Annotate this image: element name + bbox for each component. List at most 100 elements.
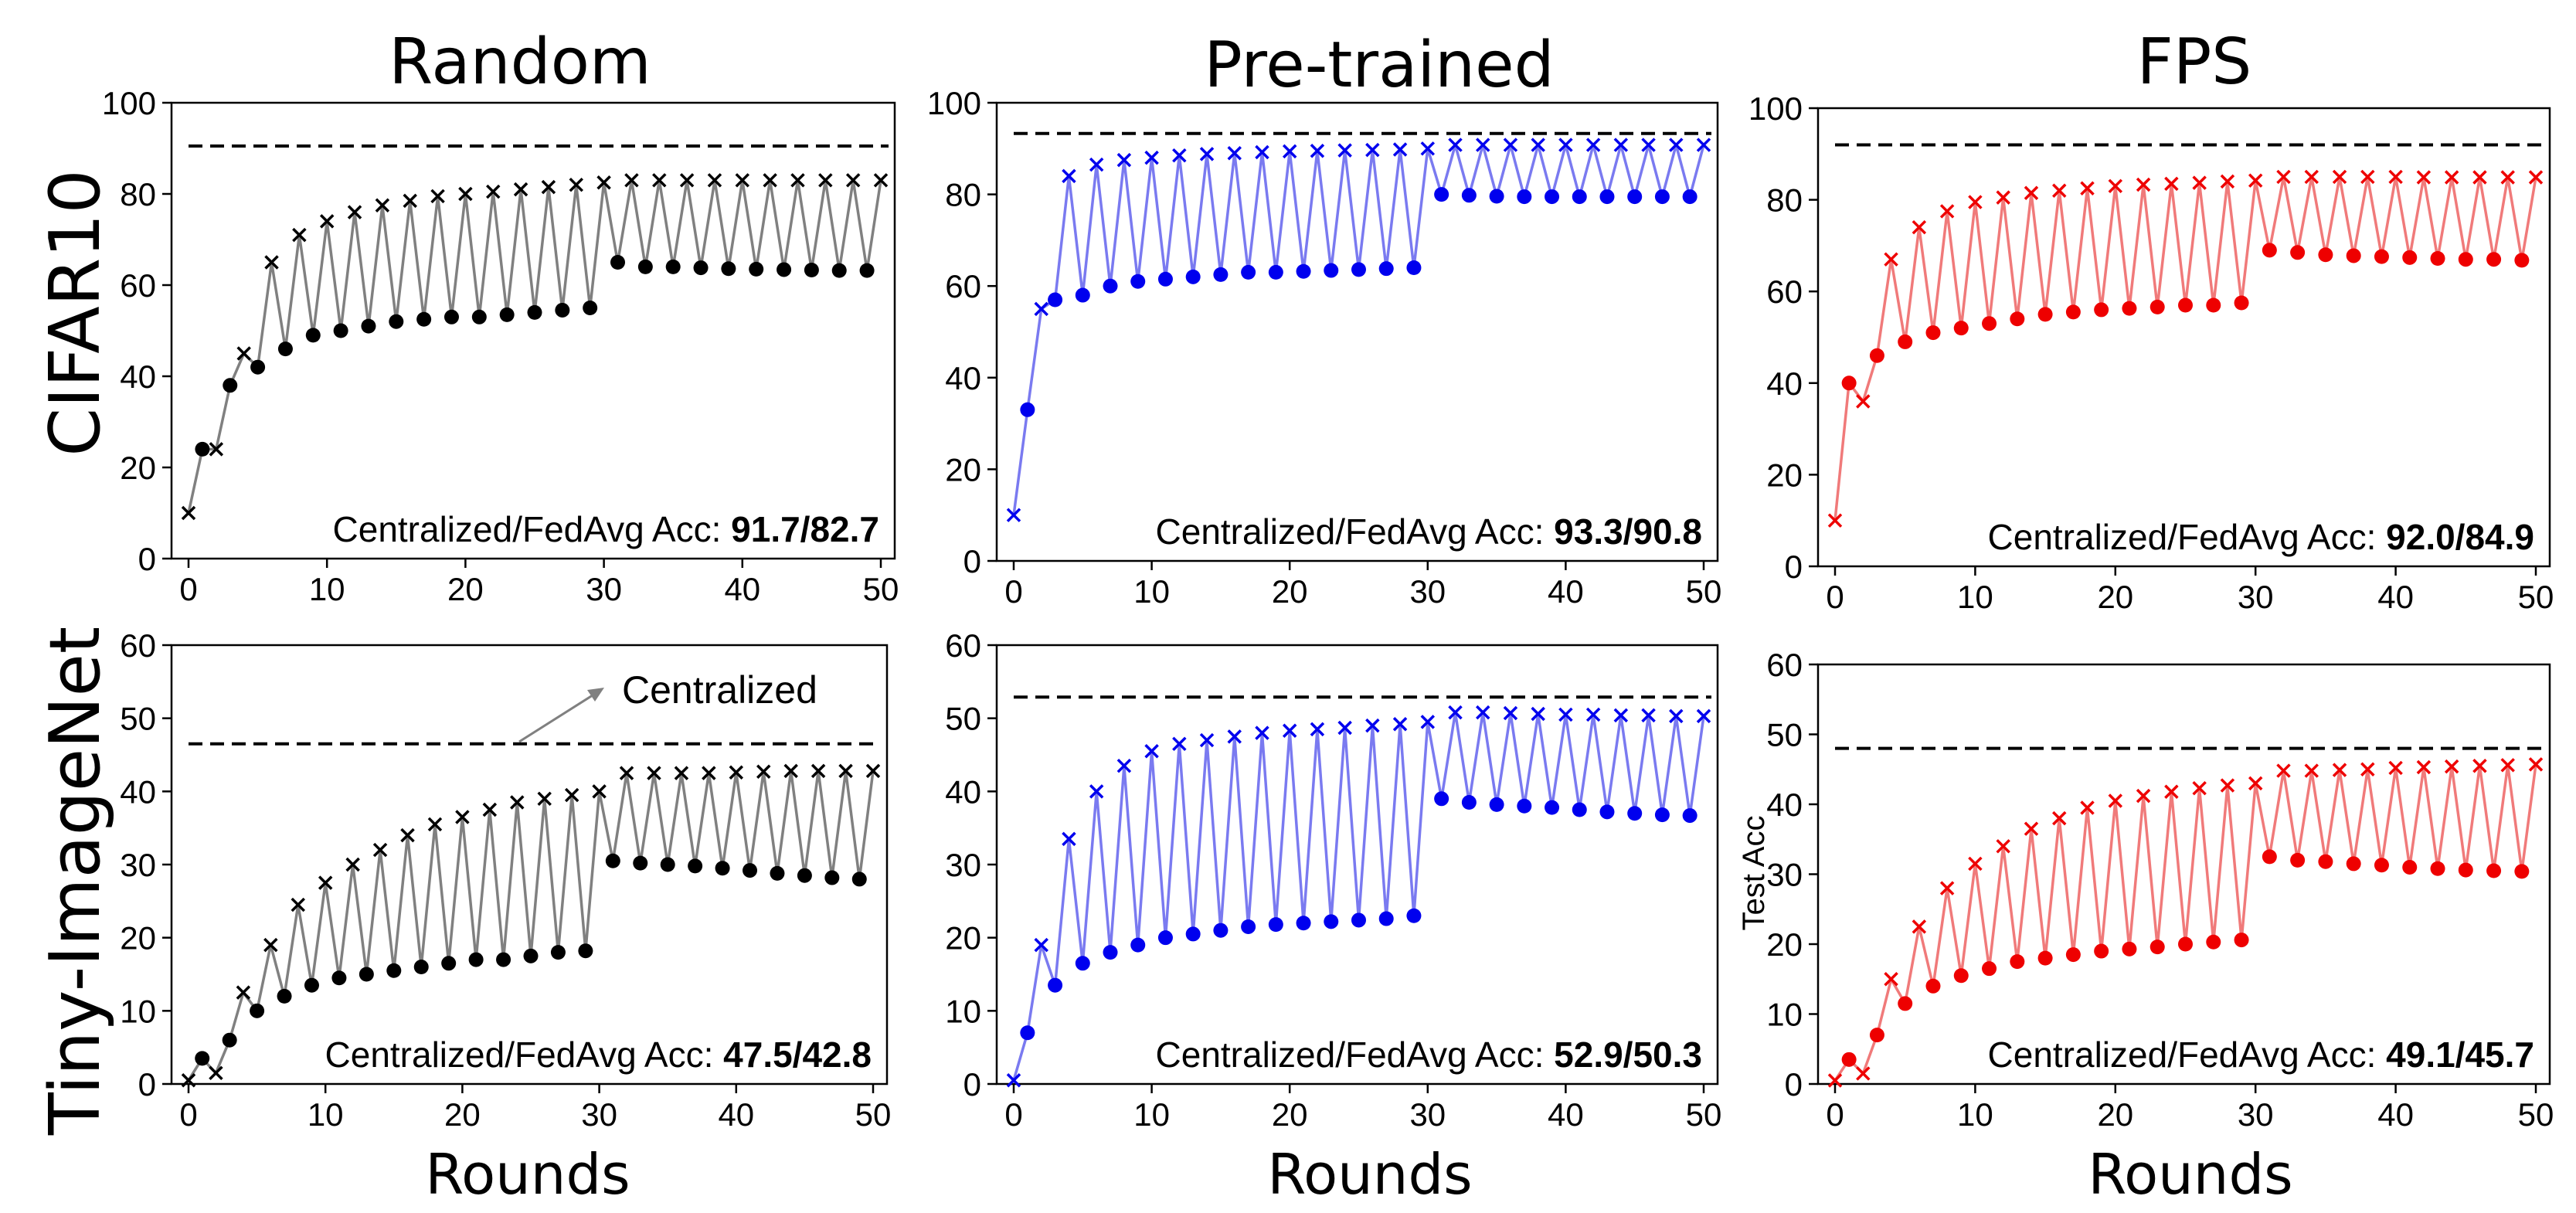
marker-x [345, 857, 360, 872]
marker-dot [223, 378, 238, 393]
ytick-label: 10 [1766, 997, 1803, 1033]
marker-dot [2514, 864, 2530, 879]
marker-dot [1599, 804, 1615, 820]
marker-x [652, 173, 667, 188]
accuracy-text: Centralized/FedAvg Acc: 91.7/82.7 [333, 509, 879, 549]
marker-dot [304, 977, 319, 993]
accuracy-prefix: Centralized/FedAvg Acc: [325, 1035, 724, 1075]
marker-x [1034, 937, 1048, 953]
col-title-fps: FPS [2137, 25, 2252, 99]
marker-dot [1434, 187, 1449, 202]
marker-dot [1489, 797, 1504, 812]
marker-dot [1841, 1052, 1857, 1067]
ytick-label: 80 [945, 177, 981, 213]
ytick-label: 20 [120, 450, 156, 486]
marker-x [873, 173, 889, 188]
marker-dot [1953, 321, 1969, 336]
marker-dot [2065, 947, 2081, 963]
marker-x [2304, 763, 2319, 778]
marker-dot [2010, 954, 2025, 970]
marker-dot [1406, 260, 1422, 275]
marker-x [1310, 722, 1325, 737]
marker-dot [1572, 189, 1587, 205]
marker-dot [1213, 267, 1229, 282]
ytick-label: 60 [120, 627, 156, 664]
marker-dot [2206, 934, 2221, 950]
marker-dot [1982, 961, 1997, 977]
marker-x [292, 227, 307, 243]
ytick-label: 40 [120, 358, 156, 395]
ytick-label: 40 [945, 773, 981, 810]
marker-dot [2010, 311, 2025, 327]
marker-dot [1869, 1028, 1884, 1043]
marker-x [1144, 150, 1159, 165]
marker-dot [1925, 325, 1941, 341]
marker-dot [1103, 945, 1118, 960]
xtick-label: 40 [718, 1096, 754, 1133]
xtick-label: 20 [447, 571, 484, 607]
ytick-label: 60 [945, 268, 981, 304]
marker-x [2304, 169, 2319, 185]
marker-x [1669, 708, 1684, 724]
marker-dot [1378, 261, 1394, 277]
marker-dot [2037, 307, 2053, 322]
marker-x [291, 897, 305, 912]
ytick-label: 80 [1766, 182, 1803, 219]
ytick-label: 30 [945, 847, 981, 883]
marker-dot [1898, 334, 1913, 349]
marker-dot [2262, 849, 2277, 865]
marker-dot [277, 988, 292, 1004]
xtick-label: 50 [855, 1096, 892, 1133]
marker-dot [468, 952, 484, 967]
xtick-label: 10 [1133, 1096, 1170, 1133]
marker-dot [1268, 264, 1283, 280]
xtick-label: 50 [2518, 579, 2554, 615]
annotation-arrow-shaft [518, 692, 596, 743]
marker-dot [1682, 808, 1698, 824]
marker-x [236, 346, 251, 361]
marker-dot [633, 855, 648, 871]
marker-dot [1296, 263, 1311, 279]
marker-x [2192, 175, 2207, 190]
marker-dot [1241, 264, 1256, 280]
marker-x [510, 795, 525, 810]
marker-x [2332, 763, 2347, 777]
marker-dot [499, 307, 515, 322]
marker-dot [2486, 252, 2502, 267]
ytick-label: 50 [120, 701, 156, 737]
xtick-label: 40 [1548, 573, 1584, 610]
xtick-label: 10 [1957, 1096, 1993, 1133]
accuracy-text: Centralized/FedAvg Acc: 49.1/45.7 [1988, 1035, 2534, 1075]
marker-dot [2346, 248, 2361, 263]
marker-dot [637, 259, 653, 274]
marker-dot [2065, 304, 2081, 320]
marker-x [2248, 173, 2263, 188]
ytick-label: 30 [120, 847, 156, 883]
ytick-label: 20 [1766, 457, 1803, 493]
xtick-label: 40 [724, 571, 760, 607]
xlabel-random: Rounds [425, 1142, 630, 1207]
marker-x [2500, 758, 2515, 773]
panel-cifar10-fps: 0 20 40 60 80 100 0 10 20 30 40 50 Centralized/FedAv… [1748, 90, 2554, 615]
marker-x [1939, 204, 1955, 219]
marker-x [2276, 763, 2291, 778]
marker-dot [555, 302, 570, 318]
marker-x [2136, 788, 2151, 804]
accuracy-value: 49.1/45.7 [2386, 1035, 2534, 1075]
marker-x [1144, 744, 1159, 759]
marker-dot [277, 341, 293, 357]
marker-x [1503, 705, 1518, 721]
marker-x [2472, 170, 2487, 185]
marker-x [2164, 784, 2179, 799]
marker-x [2500, 170, 2515, 185]
series-zigzag-line [1833, 175, 2537, 521]
marker-x [2472, 758, 2487, 773]
marker-x [1172, 148, 1187, 163]
marker-x [1613, 708, 1629, 723]
marker-x [1585, 707, 1601, 722]
marker-dot [361, 318, 376, 334]
marker-x [458, 186, 473, 202]
marker-dot [1461, 795, 1477, 810]
col-title-pretrained: Pre-trained [1204, 29, 1554, 102]
marker-dot [250, 359, 266, 375]
